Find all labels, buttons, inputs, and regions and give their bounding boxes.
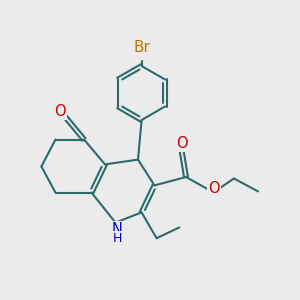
Text: H: H (112, 232, 122, 245)
Text: O: O (176, 136, 187, 151)
Text: N: N (112, 222, 122, 237)
Text: O: O (208, 181, 220, 196)
Text: O: O (54, 103, 66, 118)
Text: Br: Br (133, 40, 150, 56)
